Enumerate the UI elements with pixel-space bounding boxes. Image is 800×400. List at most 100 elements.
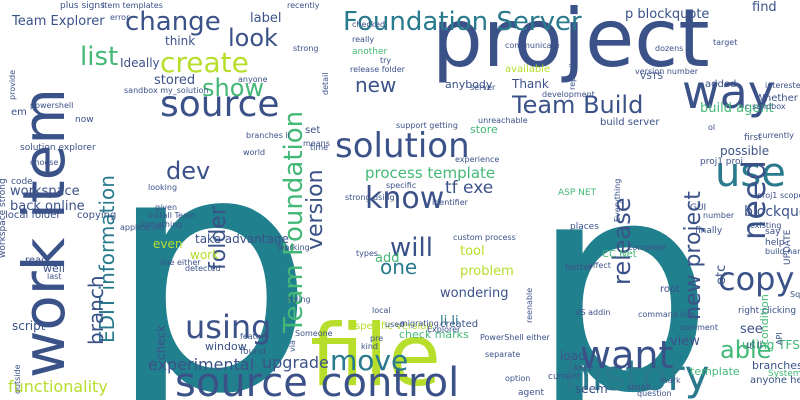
word-vsts-91: VSTS	[640, 72, 663, 82]
word-new-project-35: new project	[681, 191, 706, 320]
word-possible-57: possible	[720, 144, 769, 158]
word-current-116: current	[548, 372, 581, 382]
word-c-sandbox-161: c sandbox	[745, 102, 786, 111]
word-affect-186: affect	[588, 261, 611, 270]
word-view-77: view	[670, 334, 700, 349]
word-really-95: really	[352, 35, 374, 44]
word-kind-124: kind	[361, 342, 378, 351]
word-trying-125: trying	[287, 295, 311, 304]
word-number-165: number	[703, 211, 735, 220]
word-version-number-158: version number	[635, 67, 699, 76]
word-looking-130: looking	[148, 183, 177, 192]
word-window-69: window	[205, 340, 247, 353]
word-local-144: local	[372, 306, 391, 315]
word-file-2: file	[310, 306, 441, 400]
word-build-agent-55: build agent	[700, 101, 774, 116]
word-given-131: given	[155, 203, 177, 212]
word-interested-163: interested	[765, 81, 800, 90]
word-asp-net-105: ASP NET	[558, 188, 597, 198]
word-ideally-52: Ideally	[120, 56, 160, 70]
word-root-90: root	[660, 284, 680, 295]
word-work-item-4: work item	[10, 88, 78, 378]
word-question-173: question	[637, 389, 672, 398]
word-support-getting-150: support getting	[396, 121, 458, 130]
word-need-21: need	[735, 160, 773, 240]
word-see-76: see	[740, 322, 763, 337]
word-workspace-strong-139: workspace strong	[0, 178, 8, 258]
word-communicate-157: communicate	[505, 41, 560, 50]
word-work-67: work	[190, 248, 219, 262]
word-error-140: error	[110, 13, 130, 22]
word-know-19: know	[365, 181, 444, 216]
word-script-81: script	[12, 319, 46, 333]
word-strong-141: strong	[293, 44, 318, 53]
word-checked-96: checked	[352, 20, 385, 29]
word-added-92: added	[705, 79, 736, 90]
word-pre-121: pre	[370, 334, 383, 343]
word-try-154: try	[380, 56, 391, 65]
word-source-9: source	[160, 84, 280, 125]
word-created-71: created	[440, 319, 478, 330]
word-edit-information-24: EDIT information	[95, 175, 119, 343]
word-solution-8: solution	[335, 126, 470, 166]
word-experimental-44: experimental	[148, 355, 254, 374]
word-target-159: target	[713, 38, 737, 47]
word-sandbox-my-solution-180: sandbox my_solution	[124, 86, 208, 95]
word-repository-181: repository	[568, 49, 577, 90]
word-update-175: UPDATE	[783, 229, 793, 265]
word-proj1-scope-164: proj1 scope	[757, 191, 800, 200]
word-strong-using-152: strong using	[345, 193, 395, 202]
word-existing-103: existing	[750, 221, 781, 230]
word-someone-123: Someone	[295, 329, 333, 338]
word-source-control-5: source control	[175, 360, 459, 400]
word-move-33: move	[330, 344, 408, 377]
word-cc-net-106: CC Net	[602, 249, 637, 260]
word-using-tfs-75: using TFS	[742, 338, 800, 352]
word-first-101: first	[744, 133, 762, 143]
word-seem-74: seem	[575, 382, 608, 396]
word-foundation-server-10: Foundation Server	[343, 7, 582, 37]
word-provide-179: provide	[8, 70, 17, 100]
word-use-20: use	[715, 150, 786, 196]
word-copying-85: copying	[77, 210, 116, 221]
word-another-94: another	[352, 47, 387, 57]
word-via-178: via	[288, 340, 297, 352]
word-separate-170: separate	[485, 350, 520, 359]
word-release-folder-155: release folder	[350, 65, 406, 74]
word-folder-25: folder	[206, 205, 231, 270]
word-recently-99: recently	[287, 1, 320, 10]
word-team-foundation-22: Team Foundation	[279, 111, 309, 334]
word-development-182: development	[542, 90, 595, 99]
word-find-54: find	[752, 0, 777, 15]
word-detail-153: detail	[321, 73, 330, 95]
word-outside-135: outside	[13, 364, 22, 394]
word-etc-59: etc	[714, 265, 729, 285]
word-branches-79: branches	[752, 359, 800, 372]
word-comment-112: comment	[680, 323, 718, 332]
word-problem-40: problem	[460, 264, 514, 279]
word-branch-26: branch	[84, 275, 108, 345]
word-agent-188: agent	[518, 388, 544, 398]
word-functionality-45: functionality	[8, 377, 108, 396]
word-migrating-145: migrating	[400, 319, 439, 328]
word-workspace-46: workspace	[10, 184, 80, 199]
word-dev-23: dev	[166, 157, 210, 185]
word-back-online-47: back online	[10, 199, 85, 214]
word-help-108: help	[765, 238, 785, 248]
word-choose-137: choose	[30, 158, 58, 167]
word-li-li-42: li li	[440, 314, 459, 329]
word-sql-server-176: Sql Server	[790, 290, 800, 299]
word-everything-166: Everything	[613, 179, 622, 222]
word-api-177: API	[775, 332, 784, 345]
word-branches-li-100: branches li	[246, 131, 290, 140]
word-experience-149: experience	[455, 155, 499, 164]
word-complete-167: complete	[628, 243, 665, 252]
word-identifier-147: identifier	[432, 198, 469, 207]
word-working-127: working	[278, 243, 310, 252]
word-copy-31: copy	[718, 260, 794, 298]
word-detected-185: detected	[185, 264, 221, 273]
word-stored-51: stored	[154, 73, 195, 88]
word-local-folder-84: local folder	[5, 210, 61, 221]
word-currently-162: currently	[758, 131, 794, 140]
word-even-66: even	[153, 237, 182, 251]
